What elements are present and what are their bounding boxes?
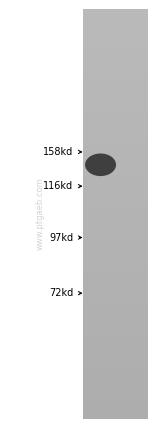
Text: 72kd: 72kd — [49, 288, 74, 298]
Ellipse shape — [85, 154, 116, 176]
Text: 97kd: 97kd — [49, 232, 74, 243]
Text: 158kd: 158kd — [43, 147, 74, 157]
Text: www.ptgaeb.com: www.ptgaeb.com — [36, 178, 45, 250]
Text: 116kd: 116kd — [43, 181, 74, 191]
